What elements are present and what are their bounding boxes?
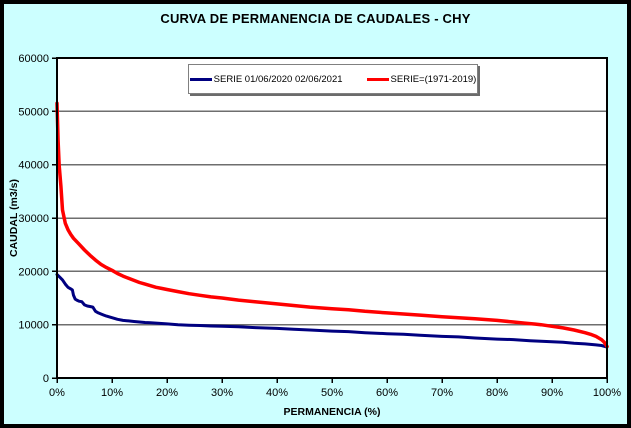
legend-line-sample-navy-icon [189,77,212,81]
series-line-0 [55,273,609,349]
x-tick-label-70%: 70% [431,387,453,399]
legend-item-serie-2020-2021: SERIE 01/06/2020 02/06/2021 [189,73,343,85]
x-tick-label-20%: 20% [156,387,178,399]
y-tick-label-0: 0 [43,373,49,385]
x-tick-label-100%: 100% [593,387,621,399]
x-tick-label-80%: 80% [486,387,508,399]
x-tick-label-40%: 40% [266,387,288,399]
legend-line-sample-red-icon [366,77,389,81]
y-axis-title: CAUDAL (m3/s) [8,179,20,257]
x-tick-label-10%: 10% [101,387,123,399]
x-tick-label-30%: 30% [211,387,233,399]
x-tick-label-60%: 60% [376,387,398,399]
y-tick-label-30000: 30000 [18,213,49,225]
x-tick-label-90%: 90% [541,387,563,399]
series-line-1 [55,101,609,349]
legend: SERIE 01/06/2020 02/06/2021 SERIE=(1971-… [188,64,478,94]
plot-frame [56,57,608,379]
x-tick-label-0%: 0% [49,387,65,399]
y-tick-label-60000: 60000 [18,53,49,65]
y-tick-label-50000: 50000 [18,106,49,118]
legend-item-serie-1971-2019: SERIE=(1971-2019) [366,73,477,85]
y-tick-label-20000: 20000 [18,266,49,278]
x-axis-title: PERMANENCIA (%) [283,406,381,418]
y-tick-label-10000: 10000 [18,320,49,332]
chart-title: CURVA DE PERMANENCIA DE CAUDALES - CHY [160,11,471,26]
x-tick-label-50%: 50% [321,387,343,399]
legend-label-serie-2020-2021: SERIE 01/06/2020 02/06/2021 [213,73,343,85]
y-tick-label-40000: 40000 [18,160,49,172]
legend-label-serie-1971-2019: SERIE=(1971-2019) [390,73,477,85]
